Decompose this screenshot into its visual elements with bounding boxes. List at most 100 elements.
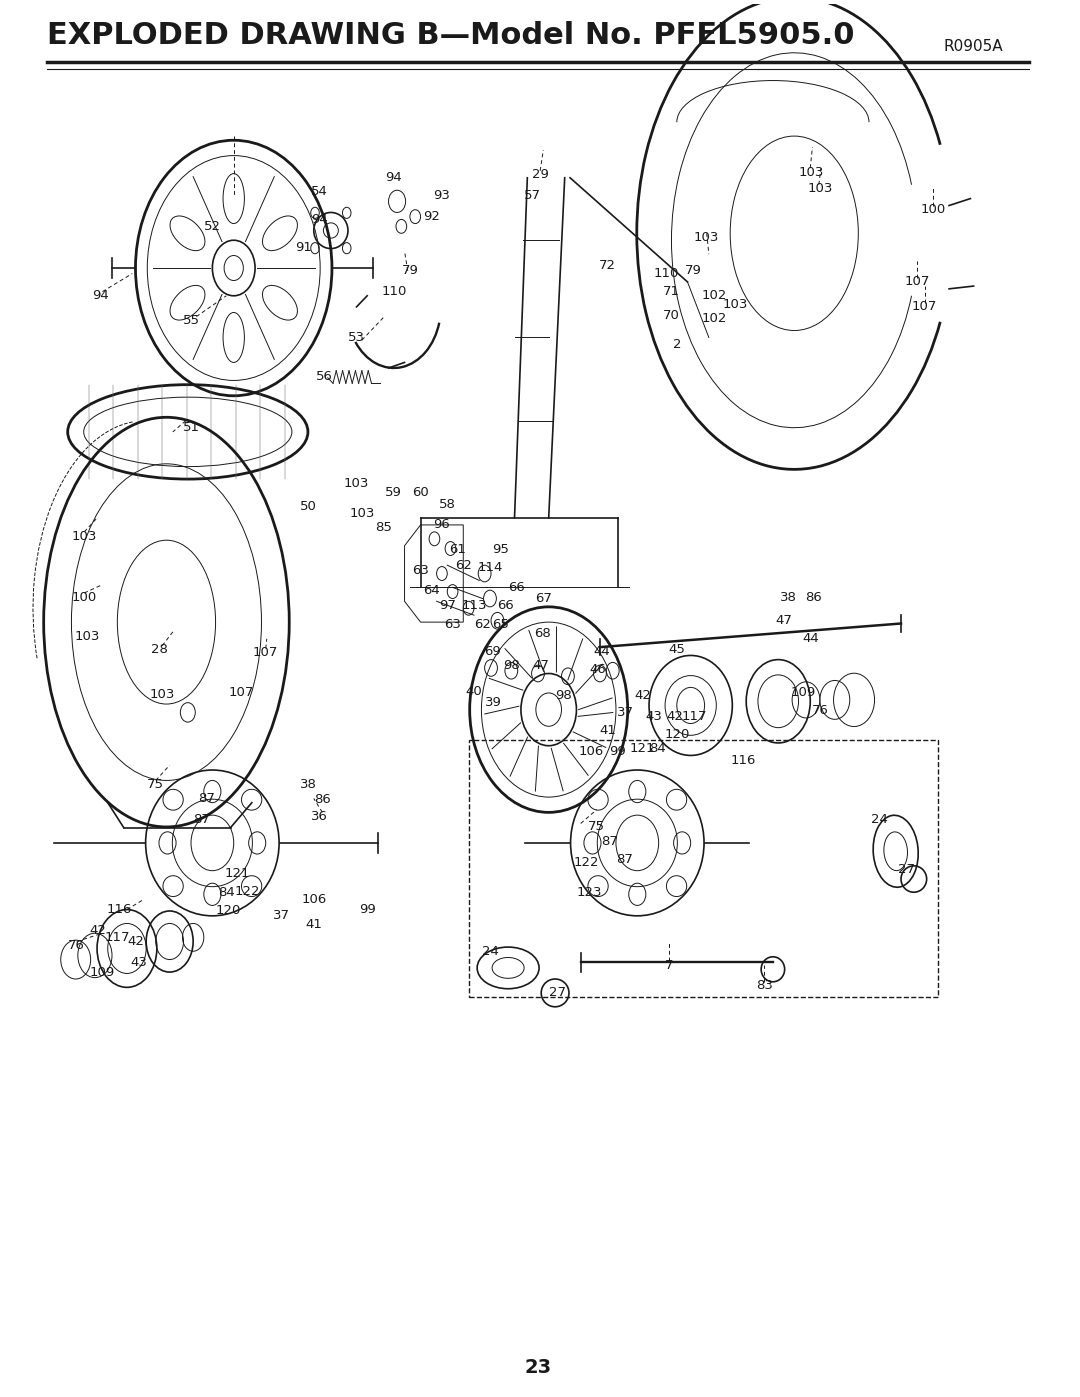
- Text: 43: 43: [131, 956, 147, 970]
- Text: 97: 97: [438, 599, 456, 612]
- Text: 50: 50: [300, 500, 316, 513]
- Text: 64: 64: [423, 584, 440, 597]
- Text: 75: 75: [589, 820, 605, 833]
- Text: 87: 87: [616, 854, 633, 866]
- Text: 86: 86: [314, 793, 330, 806]
- Text: 83: 83: [756, 979, 773, 992]
- Text: 37: 37: [273, 908, 291, 922]
- Bar: [469, 740, 939, 997]
- Text: 107: 107: [229, 686, 254, 700]
- Text: 71: 71: [663, 285, 680, 298]
- Text: 99: 99: [359, 902, 376, 916]
- Text: 56: 56: [316, 370, 333, 383]
- Text: 86: 86: [805, 591, 822, 604]
- Text: 79: 79: [402, 264, 418, 277]
- Text: 84: 84: [649, 742, 666, 754]
- Text: 99: 99: [609, 745, 625, 757]
- Text: 46: 46: [590, 662, 606, 676]
- Text: 95: 95: [492, 543, 509, 556]
- Text: 65: 65: [492, 619, 509, 631]
- Text: 107: 107: [912, 300, 937, 313]
- Text: 110: 110: [653, 267, 679, 279]
- Text: 93: 93: [433, 190, 450, 203]
- Text: 94: 94: [386, 172, 402, 184]
- Text: 28: 28: [150, 644, 167, 657]
- Text: 76: 76: [811, 704, 828, 718]
- Text: 63: 63: [413, 564, 429, 577]
- Text: R0905A: R0905A: [944, 39, 1003, 54]
- Text: 120: 120: [216, 904, 241, 918]
- Text: 106: 106: [579, 745, 604, 757]
- Text: 84: 84: [218, 887, 234, 900]
- Text: 85: 85: [375, 521, 392, 534]
- Text: 27: 27: [549, 986, 566, 999]
- Text: 41: 41: [599, 724, 616, 738]
- Text: 57: 57: [524, 190, 541, 203]
- Text: 100: 100: [71, 591, 97, 604]
- Text: 69: 69: [484, 645, 500, 658]
- Text: 121: 121: [225, 868, 249, 880]
- Text: 45: 45: [669, 644, 685, 657]
- Text: 36: 36: [311, 810, 327, 823]
- Text: 38: 38: [781, 591, 797, 604]
- Text: 102: 102: [702, 312, 727, 324]
- Text: 98: 98: [503, 658, 519, 672]
- Text: 41: 41: [306, 918, 322, 932]
- Text: 87: 87: [193, 813, 211, 826]
- Text: 42: 42: [127, 935, 144, 949]
- Text: 39: 39: [485, 696, 501, 710]
- Text: 76: 76: [68, 939, 85, 953]
- Text: 122: 122: [573, 856, 598, 869]
- Text: 7: 7: [665, 958, 674, 972]
- Text: 103: 103: [807, 183, 833, 196]
- Text: 44: 44: [594, 645, 610, 658]
- Text: 116: 116: [107, 902, 132, 916]
- Text: 66: 66: [509, 581, 525, 594]
- Text: 122: 122: [234, 886, 260, 898]
- Text: 96: 96: [433, 518, 450, 531]
- Text: 117: 117: [681, 710, 706, 724]
- Text: 114: 114: [477, 562, 502, 574]
- Text: 40: 40: [465, 685, 483, 698]
- Text: 79: 79: [685, 264, 701, 277]
- Text: 100: 100: [920, 203, 946, 217]
- Text: 60: 60: [413, 486, 429, 500]
- Text: 103: 103: [723, 298, 748, 310]
- Text: 42: 42: [666, 710, 684, 724]
- Text: 91: 91: [295, 240, 311, 254]
- Text: 53: 53: [348, 331, 365, 344]
- Text: 116: 116: [730, 754, 756, 767]
- Text: 107: 107: [253, 647, 279, 659]
- Text: 92: 92: [422, 210, 440, 224]
- Text: 75: 75: [147, 778, 164, 791]
- Text: 37: 37: [617, 705, 634, 719]
- Text: 62: 62: [474, 619, 491, 631]
- Text: 55: 55: [183, 314, 200, 327]
- Text: EXPLODED DRAWING B—Model No. PFEL5905.0: EXPLODED DRAWING B—Model No. PFEL5905.0: [46, 21, 854, 50]
- Text: 47: 47: [775, 615, 792, 627]
- Text: 103: 103: [694, 231, 719, 244]
- Text: 113: 113: [461, 599, 487, 612]
- Text: 24: 24: [482, 944, 498, 958]
- Text: 109: 109: [791, 686, 815, 700]
- Text: 68: 68: [534, 627, 551, 640]
- Text: 72: 72: [599, 258, 616, 272]
- Text: 117: 117: [105, 930, 130, 944]
- Text: 103: 103: [71, 529, 97, 542]
- Text: 29: 29: [531, 169, 549, 182]
- Text: 43: 43: [645, 710, 662, 724]
- Text: 42: 42: [634, 689, 651, 703]
- Text: 94: 94: [311, 212, 327, 226]
- Text: 63: 63: [444, 619, 461, 631]
- Text: 103: 103: [343, 476, 369, 490]
- Text: 103: 103: [149, 687, 175, 701]
- Text: 109: 109: [90, 965, 114, 978]
- Text: 52: 52: [204, 219, 221, 233]
- Text: 54: 54: [311, 186, 327, 198]
- Text: 2: 2: [673, 338, 681, 351]
- Text: 103: 103: [349, 507, 375, 520]
- Text: 121: 121: [630, 742, 656, 754]
- Text: 47: 47: [532, 658, 550, 672]
- Text: 62: 62: [455, 559, 472, 571]
- Text: 44: 44: [801, 633, 819, 645]
